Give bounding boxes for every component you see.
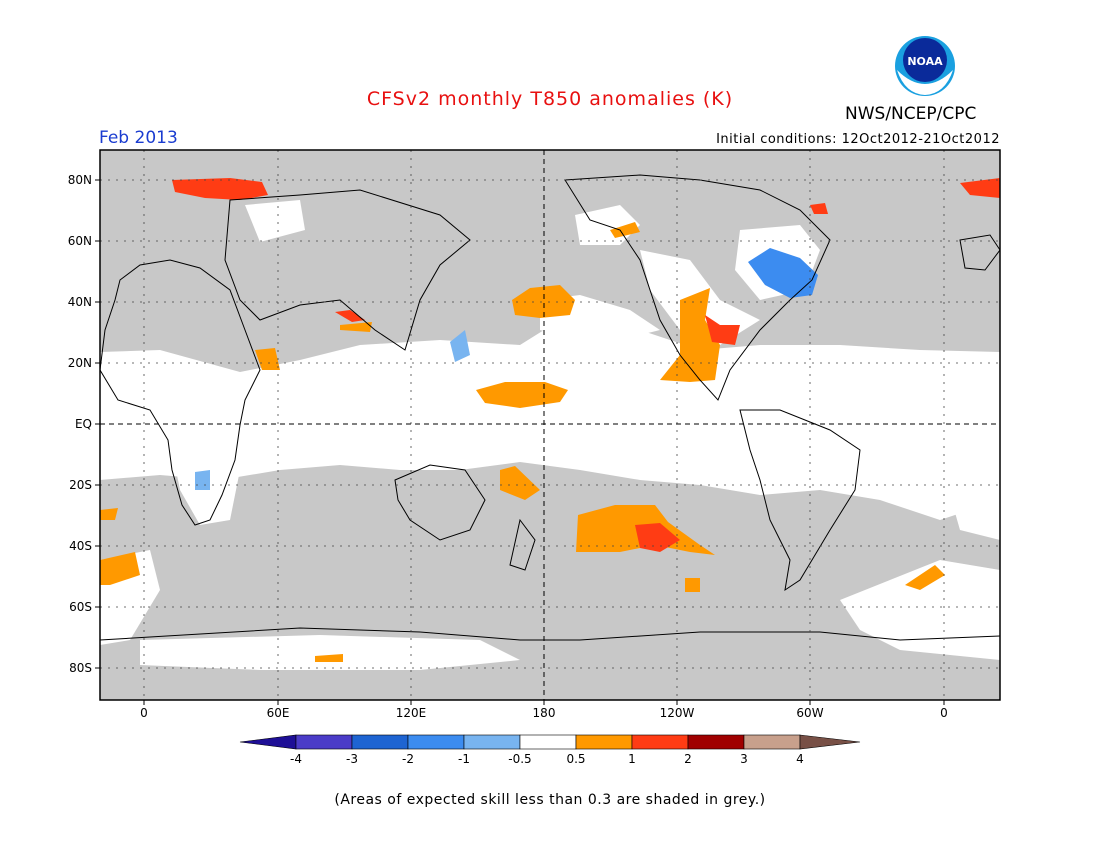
colorbar-bin	[351, 734, 409, 750]
colorbar-label: -1	[458, 752, 470, 766]
lon-label: 0	[940, 706, 948, 720]
organization-label: NWS/NCEP/CPC	[845, 104, 977, 124]
lon-label: 60E	[266, 706, 290, 720]
colorbar-label: -4	[290, 752, 302, 766]
chart-title: CFSv2 monthly T850 anomalies (K)	[366, 88, 734, 110]
map-panel	[95, 149, 1001, 705]
colorbar-label: -0.5	[508, 752, 532, 766]
map-border	[99, 149, 1001, 701]
coastlines	[100, 174, 1000, 641]
valid-month-label: Feb 2013	[99, 128, 178, 148]
lon-label: 120E	[395, 706, 427, 720]
noaa-logo-text: NOAA	[907, 55, 943, 68]
colorbar-upper-arrow	[799, 734, 861, 750]
lat-label: 60N	[67, 234, 92, 248]
lon-label: 60W	[796, 706, 824, 720]
colorbar-bin	[407, 734, 465, 750]
tropical-white-band	[100, 320, 1000, 520]
lat-label: 40N	[67, 295, 92, 309]
lon-label: 180	[532, 706, 556, 720]
anomaly-great-lakes	[748, 248, 818, 298]
lat-label: 40S	[69, 539, 92, 553]
axis-ticks	[95, 179, 945, 705]
lat-label: 80S	[69, 661, 92, 675]
colorbar-lower-arrow	[239, 734, 297, 750]
lat-label: 60S	[69, 600, 92, 614]
lat-label: 20S	[69, 478, 92, 492]
lat-label: 20N	[67, 356, 92, 370]
anomaly-mexico	[660, 288, 720, 382]
colorbar-label: 1	[628, 752, 636, 766]
lon-label: 120W	[659, 706, 695, 720]
colorbar-bin	[687, 734, 745, 750]
colorbar-label: 2	[684, 752, 692, 766]
colorbar-label: 4	[796, 752, 804, 766]
lat-label: EQ	[74, 417, 92, 431]
anomaly-tropical-pacific	[476, 382, 568, 408]
skill-footnote: (Areas of expected skill less than 0.3 a…	[334, 792, 766, 808]
colorbar-label: -3	[346, 752, 358, 766]
colorbar-bin	[463, 734, 521, 750]
lon-label: 0	[140, 706, 148, 720]
lat-label: 80N	[67, 173, 92, 187]
colorbar-label: 0.5	[566, 752, 586, 766]
colorbar-label: -2	[402, 752, 414, 766]
colorbar-label: 3	[740, 752, 748, 766]
colorbar-bin	[519, 734, 577, 750]
colorbar-bin	[575, 734, 633, 750]
anomaly-north-pacific	[512, 285, 575, 318]
colorbar-bin	[295, 734, 353, 750]
colorbar	[239, 734, 861, 750]
colorbar-bin	[743, 734, 801, 750]
anomaly-arctic-scandinavia	[172, 178, 268, 200]
graticule	[100, 150, 1000, 700]
initial-conditions-label: Initial conditions: 12Oct2012-21Oct2012	[716, 132, 1000, 147]
noaa-logo: NOAA	[895, 36, 955, 96]
colorbar-bin	[631, 734, 689, 750]
